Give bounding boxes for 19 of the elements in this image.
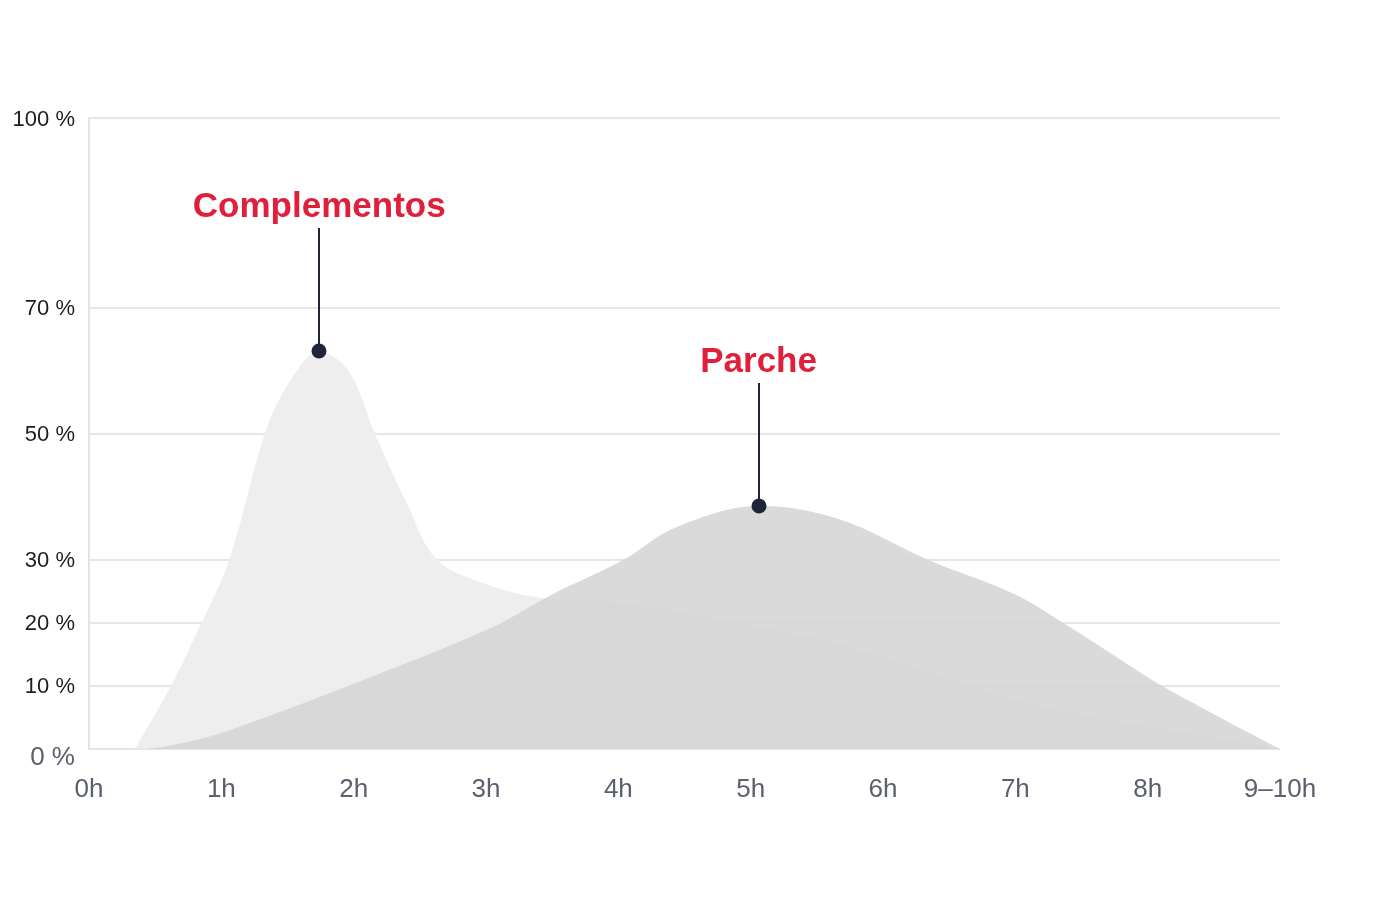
y-tick-label: 30 % [24,547,75,573]
x-tick-label: 2h [339,773,369,803]
x-tick-label: 7h [1000,773,1030,803]
y-tick-label: 100 % [12,105,75,131]
x-tick-label: 0h [74,773,104,803]
y-tick-label: 20 % [24,610,75,636]
x-tick-label: 8h [1133,773,1163,803]
text: Parche [694,340,823,380]
x-tick-label: 4h [603,773,633,803]
y-tick-label: 50 % [24,421,75,446]
y-tick-label: 0 % [30,741,75,771]
x-tick-label: 6h [868,773,898,803]
text: Complementos [186,185,452,225]
y-tick-label: 70 % [24,294,75,320]
y-tick-label: 10 % [24,673,75,699]
x-tick-label: 3h [471,773,501,803]
x-tick-label: 5h [736,773,766,803]
x-tick-label: 1h [206,773,236,803]
x-tick-label: 9–10h [1243,773,1317,803]
